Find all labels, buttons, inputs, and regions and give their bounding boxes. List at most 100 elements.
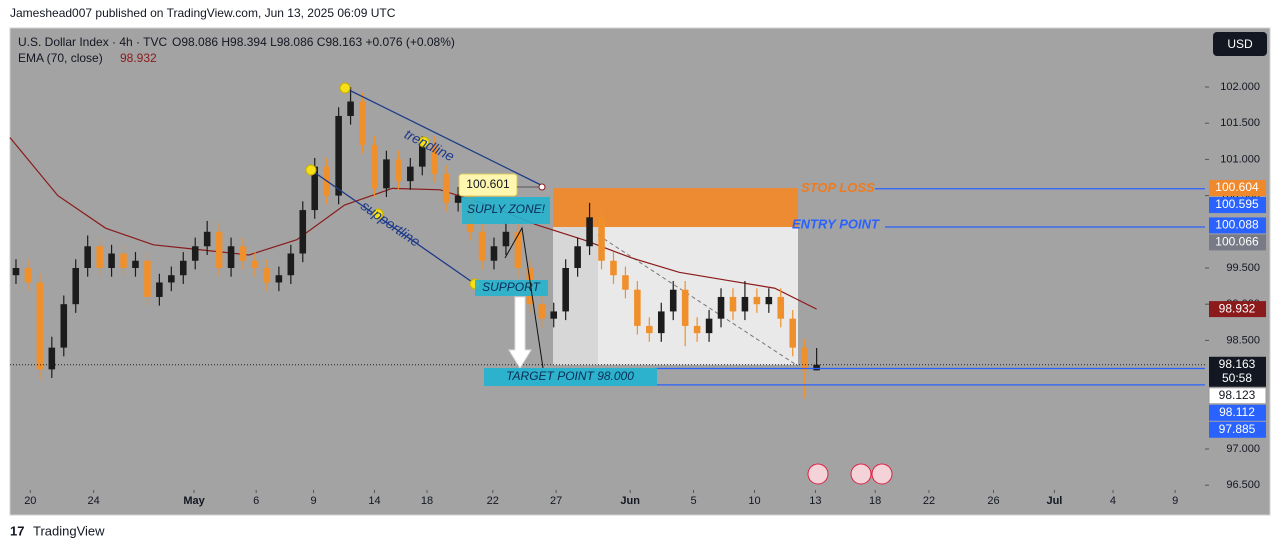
candle-body xyxy=(442,173,450,203)
y-tick-label: 98.500 xyxy=(1226,334,1260,346)
candle-body xyxy=(538,304,546,319)
brand: TradingView xyxy=(33,523,105,538)
price-badge xyxy=(1209,404,1266,421)
logo-mark: 17 xyxy=(10,523,24,538)
candle-body xyxy=(179,260,187,276)
x-tick-label: 20 xyxy=(24,495,36,507)
candle-body xyxy=(239,246,247,261)
countdown: 50:58 xyxy=(1222,371,1252,385)
candle-body xyxy=(753,296,761,305)
candle-body xyxy=(395,159,402,182)
x-tick-label: 24 xyxy=(88,495,100,507)
x-tick-label: 13 xyxy=(809,495,821,507)
y-tick-label: 102.000 xyxy=(1220,81,1260,93)
candle-body xyxy=(418,144,426,167)
x-tick-label: 22 xyxy=(923,495,935,507)
price-badge xyxy=(1208,387,1267,405)
supply-box xyxy=(462,197,550,224)
supportline xyxy=(310,169,476,285)
candle-body xyxy=(120,253,127,268)
event-icon[interactable] xyxy=(807,463,829,485)
pivot-dot xyxy=(339,82,351,94)
candle-body xyxy=(299,210,307,254)
candle-body xyxy=(454,195,462,203)
price-badge xyxy=(1209,356,1266,387)
x-tick-label: 6 xyxy=(253,495,259,507)
price-badge-label: 98.163 xyxy=(1219,357,1256,371)
candle-body xyxy=(132,260,139,268)
candle-body xyxy=(335,115,342,196)
candle-body xyxy=(693,325,701,334)
y-tick-label: 101.500 xyxy=(1220,117,1260,129)
stop-zone xyxy=(553,188,798,228)
price-badge-label: 100.604 xyxy=(1215,180,1259,194)
price-badge xyxy=(1209,197,1266,214)
x-tick-label: 4 xyxy=(1110,495,1116,507)
price-badge-label: 100.088 xyxy=(1215,218,1259,232)
pivot-dot xyxy=(372,208,384,220)
y-tick-label: 96.500 xyxy=(1226,479,1260,491)
candle-body xyxy=(407,166,414,182)
candle-body xyxy=(60,304,68,348)
y-tick-label: 97.000 xyxy=(1226,443,1260,455)
dashed-trend xyxy=(597,234,799,367)
candle-body xyxy=(478,231,486,261)
candle-body xyxy=(72,267,80,305)
candle-body xyxy=(227,246,235,268)
candle-body xyxy=(383,159,390,189)
x-tick-label: 9 xyxy=(310,495,316,507)
ohlc-legend: O98.086 H98.394 L98.086 C98.163 +0.076 (… xyxy=(172,35,455,49)
currency[interactable]: USD xyxy=(1227,37,1253,51)
candle-body xyxy=(490,246,498,261)
candle-body xyxy=(311,166,319,211)
down-arrow xyxy=(508,296,532,369)
ema-legend-value: 98.932 xyxy=(120,51,157,65)
price-badge-label: 98.112 xyxy=(1219,405,1255,419)
candle-body xyxy=(801,347,808,371)
x-tick-label: 26 xyxy=(987,495,999,507)
support-label: SUPPORT xyxy=(482,280,541,294)
x-tick-label: Jul xyxy=(1046,495,1062,507)
x-tick-label: 10 xyxy=(748,495,760,507)
candle-body xyxy=(36,282,44,370)
candle-body xyxy=(287,253,295,276)
candle-body xyxy=(84,246,91,268)
candle-body xyxy=(275,275,283,283)
event-icon[interactable] xyxy=(871,463,893,485)
candle-body xyxy=(646,325,653,334)
price-badge-label: 100.595 xyxy=(1215,197,1259,211)
event-icon[interactable] xyxy=(850,463,872,485)
candle-body xyxy=(741,296,749,312)
candle-body xyxy=(96,246,103,268)
pivot-dot xyxy=(418,136,430,148)
price-badge-label: 100.066 xyxy=(1215,235,1259,249)
price-badge-label: 97.885 xyxy=(1219,422,1256,436)
x-tick-label: 22 xyxy=(487,495,499,507)
price-badge xyxy=(1209,217,1266,234)
currency-button[interactable] xyxy=(1213,32,1267,56)
candle-body xyxy=(574,246,581,268)
candle-body xyxy=(514,231,522,268)
candle-body xyxy=(156,282,163,297)
candle-body xyxy=(550,311,558,319)
candle-body xyxy=(598,217,605,261)
price-badge xyxy=(1209,234,1266,251)
candle-body xyxy=(657,311,665,334)
candle-body xyxy=(24,267,32,283)
candle-body xyxy=(681,289,689,326)
price-badge-label: 98.123 xyxy=(1219,388,1256,402)
candle-body xyxy=(371,144,378,189)
entry-label: ENTRY POINT xyxy=(792,216,880,231)
ema-legend: EMA (70, close) xyxy=(18,51,103,65)
price-badge-label: 98.932 xyxy=(1219,301,1256,315)
event-icons xyxy=(807,463,893,485)
publisher: Jameshead007 published on TradingView.co… xyxy=(10,6,396,20)
zone-top-dot xyxy=(538,183,546,191)
y-tick-label: 101.000 xyxy=(1220,153,1260,165)
candle-body xyxy=(108,253,115,268)
candle-body xyxy=(813,364,820,371)
x-tick-label: 14 xyxy=(368,495,380,507)
x-tick-label: 18 xyxy=(421,495,433,507)
price-badge xyxy=(1209,180,1266,197)
